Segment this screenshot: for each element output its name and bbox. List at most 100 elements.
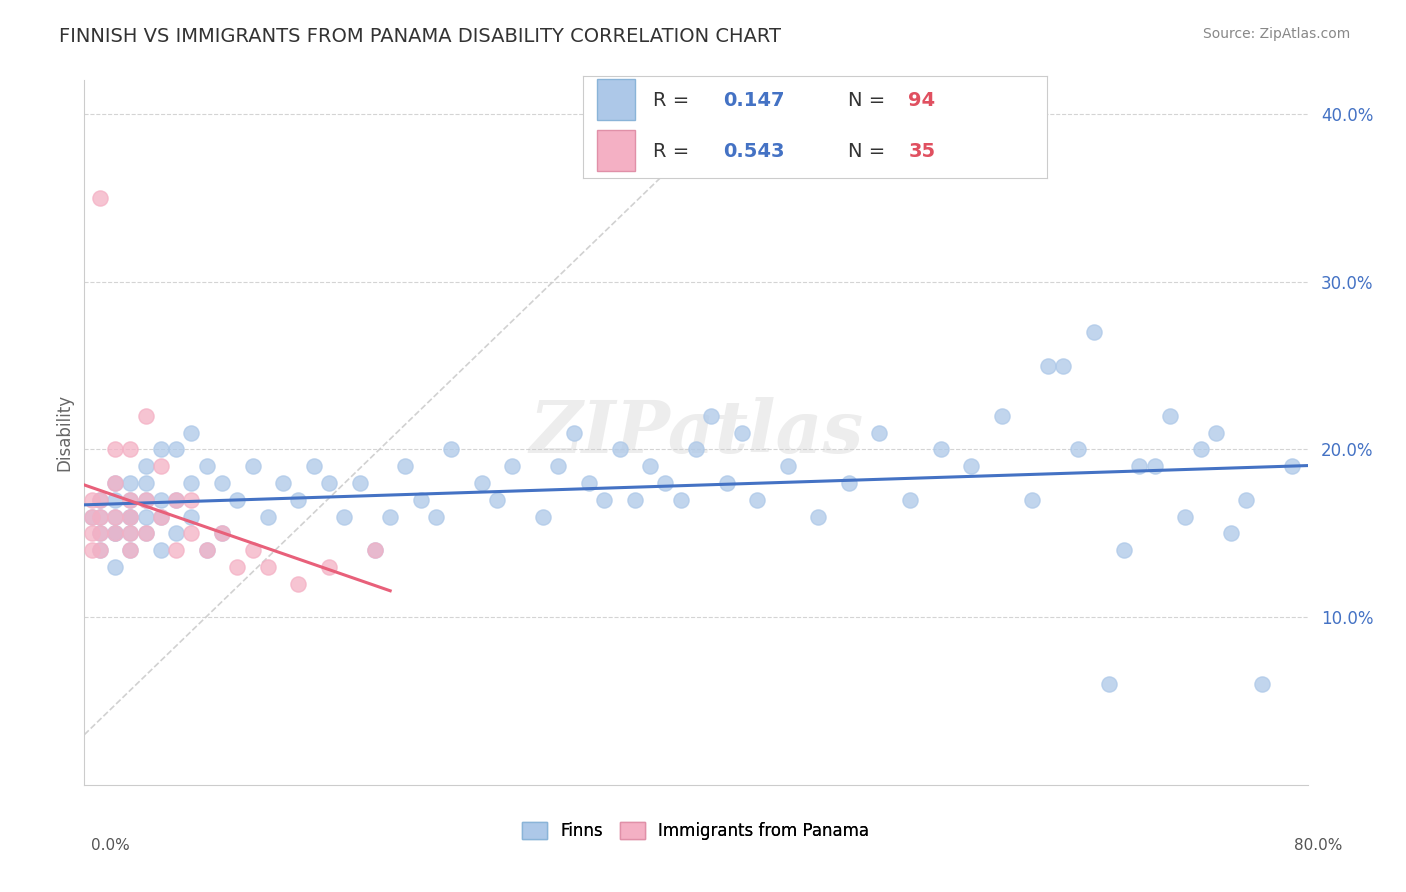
Point (165, 442, 187, 457)
Point (1021, 492, 1043, 507)
Point (149, 543, 172, 558)
Point (149, 459, 172, 474)
Point (120, 509, 142, 524)
Point (716, 475, 738, 490)
Y-axis label: Disability: Disability (55, 394, 73, 471)
Point (318, 475, 340, 490)
Point (135, 492, 157, 507)
Point (669, 492, 692, 507)
Point (302, 459, 325, 474)
Point (257, 509, 280, 524)
Point (562, 425, 585, 440)
Point (120, 526, 142, 541)
Point (120, 492, 142, 507)
Point (271, 475, 294, 490)
Point (394, 459, 416, 474)
Point (502, 459, 524, 474)
Point (257, 559, 280, 574)
Point (1189, 442, 1212, 457)
Point (120, 475, 142, 490)
Point (104, 526, 127, 541)
Point (700, 409, 723, 423)
Point (149, 509, 172, 524)
Point (80, 526, 103, 541)
Text: 80.0%: 80.0% (1295, 838, 1343, 854)
Point (685, 442, 707, 457)
Point (165, 526, 187, 541)
Point (211, 475, 233, 490)
Point (1205, 425, 1227, 440)
Point (89, 492, 111, 507)
Point (89, 526, 111, 541)
Point (104, 475, 127, 490)
Point (89, 526, 111, 541)
Point (120, 509, 142, 524)
Point (471, 475, 494, 490)
Point (80, 543, 103, 558)
Point (578, 475, 600, 490)
Point (380, 509, 402, 524)
Point (364, 543, 387, 558)
Point (120, 526, 142, 541)
Point (1159, 409, 1181, 423)
FancyBboxPatch shape (598, 78, 634, 120)
Point (226, 492, 249, 507)
Point (731, 425, 754, 440)
Point (929, 442, 952, 457)
Point (149, 509, 172, 524)
Point (120, 442, 142, 457)
Text: 0.147: 0.147 (723, 91, 785, 110)
Text: 94: 94 (908, 91, 935, 110)
Point (1174, 509, 1197, 524)
Point (364, 543, 387, 558)
Point (1281, 459, 1303, 474)
Point (991, 409, 1014, 423)
Point (747, 492, 769, 507)
Point (180, 475, 202, 490)
Legend: Finns, Immigrants from Panama: Finns, Immigrants from Panama (516, 815, 876, 847)
Point (898, 492, 921, 507)
Point (1128, 459, 1150, 474)
Point (89, 509, 111, 524)
Point (1036, 359, 1059, 373)
Point (593, 492, 616, 507)
Point (838, 475, 860, 490)
FancyBboxPatch shape (598, 130, 634, 171)
Point (104, 442, 127, 457)
Point (624, 492, 647, 507)
Point (531, 509, 554, 524)
Point (135, 526, 157, 541)
Point (226, 559, 249, 574)
Text: FINNISH VS IMMIGRANTS FROM PANAMA DISABILITY CORRELATION CHART: FINNISH VS IMMIGRANTS FROM PANAMA DISABI… (59, 27, 782, 45)
Point (807, 509, 830, 524)
Text: 0.543: 0.543 (723, 142, 785, 161)
Point (349, 475, 371, 490)
Point (242, 543, 264, 558)
Point (149, 442, 172, 457)
Point (211, 526, 233, 541)
Point (1250, 677, 1272, 691)
Point (1114, 543, 1136, 558)
Point (89, 191, 111, 205)
Point (135, 526, 157, 541)
Text: R =: R = (652, 142, 696, 161)
Point (1220, 526, 1243, 541)
Point (135, 492, 157, 507)
Point (960, 459, 983, 474)
Point (609, 442, 631, 457)
Point (165, 543, 187, 558)
Point (638, 459, 661, 474)
Point (440, 442, 463, 457)
Point (89, 509, 111, 524)
Point (1067, 442, 1090, 457)
Point (180, 425, 202, 440)
Point (180, 526, 202, 541)
Point (89, 543, 111, 558)
Point (211, 526, 233, 541)
Point (135, 509, 157, 524)
Point (1143, 459, 1166, 474)
Point (89, 492, 111, 507)
Point (1083, 325, 1105, 339)
Point (89, 543, 111, 558)
Point (135, 475, 157, 490)
